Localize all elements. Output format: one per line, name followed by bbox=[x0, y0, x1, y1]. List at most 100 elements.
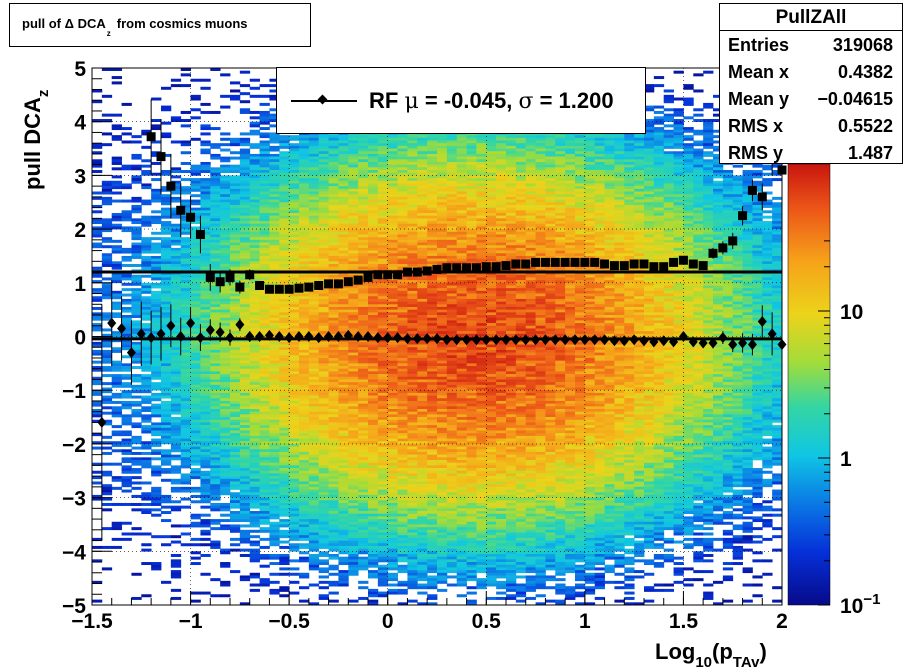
heat-cell bbox=[239, 529, 251, 533]
heat-cell bbox=[328, 239, 339, 243]
heat-cell bbox=[407, 511, 418, 515]
heat-cell bbox=[328, 470, 339, 474]
heat-cell bbox=[299, 137, 310, 141]
heat-cell bbox=[377, 234, 389, 238]
heat-cell bbox=[358, 148, 369, 152]
heat-cell bbox=[200, 398, 211, 402]
heat-cell bbox=[279, 400, 290, 404]
heat-cell bbox=[328, 312, 339, 316]
heat-cell bbox=[249, 460, 260, 463]
heat-cell bbox=[131, 333, 142, 337]
heat-cell bbox=[289, 159, 300, 163]
heat-cell bbox=[141, 419, 152, 423]
heat-cell bbox=[170, 226, 182, 230]
heat-cell bbox=[338, 164, 349, 168]
heat-cell bbox=[92, 441, 103, 445]
heat-cell bbox=[210, 296, 221, 300]
heat-cell bbox=[180, 433, 191, 437]
heat-cell bbox=[200, 438, 211, 442]
heat-cell bbox=[249, 161, 260, 165]
heat-cell bbox=[190, 323, 201, 327]
heat-cell bbox=[121, 218, 132, 222]
heat-cell bbox=[299, 135, 310, 139]
heat-cell bbox=[289, 143, 300, 147]
heat-cell bbox=[200, 425, 211, 429]
heat-cell bbox=[377, 572, 389, 576]
heat-cell bbox=[210, 519, 221, 523]
heat-cell bbox=[170, 298, 182, 302]
heat-cell bbox=[180, 344, 191, 348]
heat-cell bbox=[180, 188, 191, 192]
heat-cell bbox=[190, 591, 201, 595]
heat-cell bbox=[348, 414, 359, 418]
heat-cell bbox=[368, 384, 379, 388]
heat-cell bbox=[377, 304, 389, 308]
heat-cell bbox=[299, 242, 310, 246]
heat-cell bbox=[318, 290, 329, 294]
heat-cell bbox=[358, 312, 369, 316]
heat-cell bbox=[348, 306, 359, 310]
heat-cell bbox=[170, 384, 182, 388]
heat-cell bbox=[180, 465, 191, 469]
heat-cell bbox=[269, 419, 280, 423]
heat-cell bbox=[368, 502, 379, 506]
heat-cell bbox=[210, 357, 221, 361]
heat-cell bbox=[407, 599, 418, 603]
heat-cell bbox=[210, 127, 221, 131]
heat-cell bbox=[289, 419, 300, 423]
heat-cell bbox=[348, 159, 359, 163]
heat-cell bbox=[387, 516, 398, 520]
heat-cell bbox=[348, 242, 359, 246]
heat-cell bbox=[308, 414, 320, 418]
heat-cell bbox=[141, 170, 152, 174]
heat-cell bbox=[200, 199, 211, 203]
heat-cell bbox=[239, 92, 251, 96]
heat-cell bbox=[180, 218, 191, 222]
heat-cell bbox=[210, 578, 221, 582]
heat-cell bbox=[92, 226, 103, 230]
heat-cell bbox=[289, 234, 300, 238]
heat-cell bbox=[289, 427, 300, 431]
heat-cell bbox=[279, 470, 290, 474]
heat-cell bbox=[190, 234, 201, 238]
heat-cell bbox=[190, 374, 201, 378]
heat-cell bbox=[92, 296, 103, 300]
heat-cell bbox=[210, 368, 221, 372]
heat-cell bbox=[358, 543, 369, 547]
heat-cell bbox=[308, 175, 320, 179]
heat-cell bbox=[348, 309, 359, 313]
heat-cell bbox=[269, 89, 280, 93]
heat-cell bbox=[279, 223, 290, 227]
heat-cell bbox=[368, 135, 379, 139]
heat-cell bbox=[299, 465, 310, 469]
heat-cell bbox=[417, 218, 428, 222]
heat-cell bbox=[239, 151, 251, 155]
heat-cell bbox=[269, 280, 280, 284]
heat-cell bbox=[368, 521, 379, 525]
heat-cell bbox=[230, 398, 241, 402]
heat-cell bbox=[289, 331, 300, 335]
heat-cell bbox=[377, 293, 389, 297]
heat-cell bbox=[259, 151, 270, 155]
heat-cell bbox=[397, 255, 408, 259]
heat-cell bbox=[200, 132, 211, 136]
heat-cell bbox=[289, 186, 300, 190]
heat-cell bbox=[328, 277, 339, 281]
heat-cell bbox=[121, 430, 132, 434]
heat-cell bbox=[101, 293, 113, 297]
heat-cell bbox=[358, 167, 369, 171]
heat-cell bbox=[417, 333, 428, 337]
heat-cell bbox=[111, 250, 122, 254]
heat-cell bbox=[230, 403, 241, 407]
heat-cell bbox=[249, 306, 260, 310]
heat-cell bbox=[161, 435, 172, 439]
heat-cell bbox=[358, 202, 369, 206]
heat-cell bbox=[111, 113, 122, 117]
heat-cell bbox=[328, 438, 339, 442]
heat-cell bbox=[141, 132, 152, 136]
heat-cell bbox=[210, 188, 221, 192]
heat-cell bbox=[151, 210, 162, 214]
heat-cell bbox=[239, 602, 251, 606]
heat-cell bbox=[368, 221, 379, 225]
heat-cell bbox=[318, 288, 329, 292]
